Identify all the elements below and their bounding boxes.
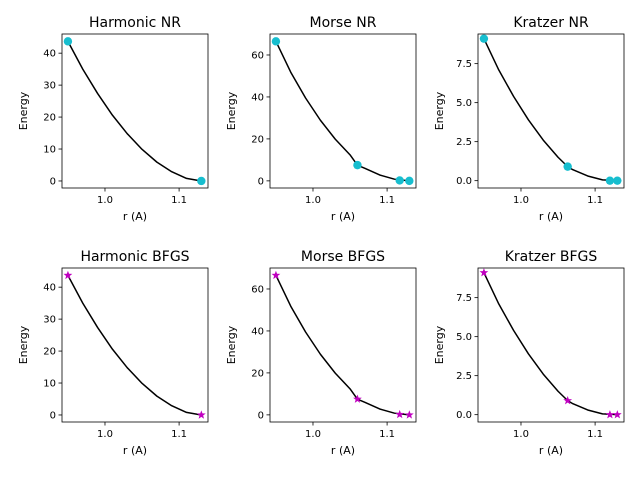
energy-curve [483,272,618,416]
data-point [353,394,362,403]
energy-curve [275,275,410,416]
plot-frame [61,267,209,423]
plot-frame [269,33,417,189]
data-point [353,160,362,170]
y-tick-label: 5.0 [456,98,472,109]
y-tick-label: 60 [251,284,264,295]
energy-curve [483,38,618,182]
x-tick-label: 1.1 [379,195,395,206]
y-axis-label: Energy [433,325,446,364]
y-axis-label: Energy [225,91,238,130]
subplot-6: Kratzer BFGS 1.0 1.1 0.0 2.5 5.0 7.5 r (A) Energ… [433,249,625,457]
energy-curve [275,41,410,182]
x-tick-label: 1.0 [513,195,529,206]
x-tick-label: 1.1 [171,195,187,206]
data-point [63,270,73,280]
y-tick-label: 0.0 [456,176,472,187]
y-tick-label: 0 [50,176,56,187]
y-tick-label: 40 [251,92,264,103]
y-tick-label: 2.5 [456,137,472,148]
data-point [479,268,489,277]
x-axis-label: r (A) [539,210,563,223]
x-axis-label: r (A) [331,444,355,457]
y-tick-label: 20 [43,347,56,358]
data-point [563,396,573,405]
data-point [395,409,405,419]
plot-frame [477,33,625,189]
x-tick-label: 1.0 [97,195,113,206]
y-tick-label: 30 [43,81,56,92]
data-point [613,176,622,185]
chart-title: Harmonic NR [89,15,181,31]
chart-title: Morse NR [310,15,377,31]
subplot-5: Morse BFGS 1.0 1.1 0 20 40 60 r (A) Energy [225,249,417,457]
y-tick-label: 40 [43,49,56,60]
y-tick-label: 40 [251,326,264,337]
y-tick-label: 10 [43,145,56,156]
data-point [605,176,615,185]
x-axis-label: r (A) [539,444,563,457]
subplot-3: Kratzer NR 1.0 1.1 0.0 2.5 5.0 7.5 r (A) Energy [433,15,625,223]
y-tick-label: 10 [43,379,56,390]
y-tick-label: 30 [43,315,56,326]
x-axis-label: r (A) [123,444,147,457]
subplot-1: Harmonic NR 1.0 1.1 0 10 20 30 40 r (A) Energy [17,15,209,223]
y-tick-label: 5.0 [456,332,472,343]
x-tick-label: 1.0 [97,429,113,440]
y-tick-label: 0.0 [456,410,472,421]
subplot-2: Morse NR 1.0 1.1 0 20 40 60 r (A) Energy [225,15,417,223]
x-tick-label: 1.1 [379,429,395,440]
y-tick-label: 40 [43,283,56,294]
y-axis-label: Energy [17,91,30,130]
y-tick-label: 60 [251,50,264,61]
plot-frame [269,267,417,423]
x-tick-label: 1.1 [171,429,187,440]
x-tick-label: 1.0 [305,195,321,206]
x-tick-label: 1.0 [305,429,321,440]
y-tick-label: 0 [258,410,264,421]
x-tick-label: 1.0 [513,429,529,440]
data-point [605,410,615,419]
y-tick-label: 20 [43,113,56,124]
y-tick-label: 20 [251,134,264,145]
data-point [197,176,206,186]
y-tick-label: 0 [258,176,264,187]
data-point [563,162,572,171]
y-tick-label: 7.5 [456,293,472,304]
plot-frame [61,33,209,189]
x-axis-label: r (A) [331,210,355,223]
plot-frame [477,267,625,423]
subplot-4: Harmonic BFGS 1.0 1.1 0 10 20 30 40 r (A) Energy [17,249,209,457]
data-point [395,176,404,185]
data-point [63,37,73,46]
y-tick-label: 0 [50,410,56,421]
chart-title: Kratzer BFGS [505,249,598,265]
data-point [405,176,414,186]
y-axis-label: Energy [17,325,30,364]
y-tick-label: 7.5 [456,59,472,70]
chart-title: Morse BFGS [301,249,385,265]
data-point [612,410,622,419]
y-tick-label: 2.5 [456,371,472,382]
chart-title: Kratzer NR [513,15,589,31]
energy-curve [67,40,202,182]
chart-title: Harmonic BFGS [80,249,189,265]
data-point [196,410,206,419]
x-tick-label: 1.1 [587,195,603,206]
data-point [404,410,414,419]
y-axis-label: Energy [225,325,238,364]
y-tick-label: 20 [251,368,264,379]
data-point [271,37,281,46]
y-axis-label: Energy [433,91,446,130]
data-point [479,34,489,43]
energy-curve [67,274,202,416]
x-axis-label: r (A) [123,210,147,223]
data-point [271,270,281,280]
x-tick-label: 1.1 [587,429,603,440]
